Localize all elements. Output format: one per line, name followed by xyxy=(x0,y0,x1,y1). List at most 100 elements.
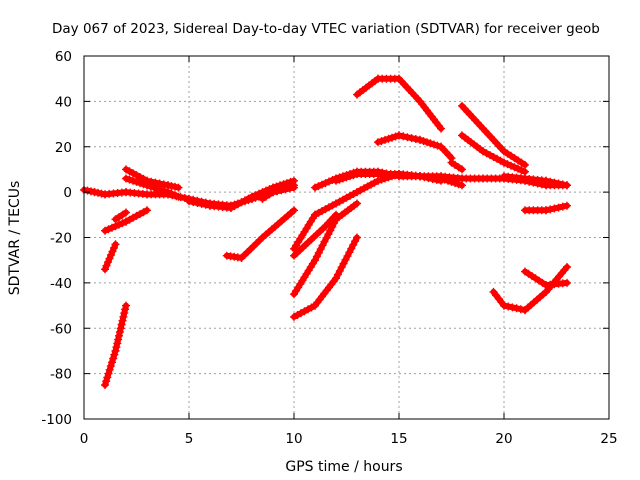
data-point-marker xyxy=(563,201,571,210)
data-point-marker xyxy=(558,180,567,189)
data-point-marker xyxy=(125,175,134,184)
data-point-marker xyxy=(285,184,294,193)
data-point-marker xyxy=(174,192,183,201)
chart-title: Day 067 of 2023, Sidereal Day-to-day VTE… xyxy=(52,21,600,37)
data-point-marker xyxy=(311,256,319,265)
data-point-marker xyxy=(433,141,442,150)
data-point-marker xyxy=(290,206,298,215)
data-point-marker xyxy=(335,175,344,184)
data-point-marker xyxy=(321,179,330,188)
data-point-marker xyxy=(325,177,333,186)
data-point-marker xyxy=(558,202,567,211)
data-point-marker xyxy=(281,185,290,194)
data-point-marker xyxy=(164,181,172,190)
data-point-marker xyxy=(374,138,382,147)
data-point-marker xyxy=(304,305,312,314)
y-tick-label: -100 xyxy=(41,412,72,428)
data-point-marker xyxy=(307,303,316,312)
data-point-marker xyxy=(139,180,148,189)
data-point-marker xyxy=(248,192,256,201)
data-point-marker xyxy=(542,176,550,185)
data-point-marker xyxy=(120,309,129,318)
data-point-marker xyxy=(349,240,358,249)
x-tick-label: 25 xyxy=(600,431,617,447)
data-point-marker xyxy=(314,182,323,191)
data-point-marker xyxy=(290,183,298,192)
data-point-marker xyxy=(110,243,118,252)
data-point-marker xyxy=(160,187,169,195)
data-point-marker xyxy=(255,189,263,198)
series-track-25 xyxy=(489,263,571,315)
data-point-marker xyxy=(83,186,92,195)
data-point-marker xyxy=(363,182,372,191)
data-point-marker xyxy=(486,151,494,160)
data-point-marker xyxy=(112,343,121,352)
data-point-marker xyxy=(345,248,354,257)
data-point-marker xyxy=(132,177,141,186)
data-point-marker xyxy=(311,183,319,192)
data-point-marker xyxy=(174,183,183,192)
data-point-marker xyxy=(87,187,95,196)
series-track-20 xyxy=(458,131,529,176)
data-point-marker xyxy=(388,133,396,142)
data-point-marker xyxy=(102,261,111,270)
data-point-marker xyxy=(114,335,123,344)
series-track-14 xyxy=(290,210,340,260)
series-track-23 xyxy=(521,201,571,215)
data-point-marker xyxy=(554,203,563,212)
data-point-marker xyxy=(136,179,144,188)
data-point-marker xyxy=(241,196,249,205)
data-point-marker xyxy=(458,181,466,190)
data-point-marker xyxy=(122,174,130,183)
data-point-marker xyxy=(105,365,114,374)
data-point-marker xyxy=(129,213,137,222)
data-point-marker xyxy=(290,176,298,185)
series-track-8 xyxy=(101,240,120,274)
data-point-marker xyxy=(335,197,344,206)
data-point-marker xyxy=(171,191,179,200)
data-point-marker xyxy=(115,331,123,340)
data-point-marker xyxy=(227,204,235,212)
y-tick-label: -80 xyxy=(50,367,72,383)
data-point-marker xyxy=(343,252,352,261)
data-point-marker xyxy=(360,184,368,193)
data-point-marker xyxy=(546,205,555,214)
data-point-marker xyxy=(332,210,340,219)
data-point-marker xyxy=(346,191,354,200)
data-point-marker xyxy=(125,215,134,224)
data-point-marker xyxy=(496,156,505,165)
data-point-marker xyxy=(500,301,508,310)
data-point-marker xyxy=(111,346,120,355)
data-point-marker xyxy=(521,167,529,176)
data-point-marker xyxy=(550,178,559,187)
data-point-marker xyxy=(314,248,323,257)
data-point-marker xyxy=(269,188,277,197)
data-point-marker xyxy=(507,161,515,170)
data-point-marker xyxy=(504,302,513,311)
data-point-marker xyxy=(516,305,525,314)
data-point-marker xyxy=(346,172,354,181)
data-point-marker xyxy=(335,266,344,275)
y-tick-label: 20 xyxy=(55,140,72,156)
data-point-marker xyxy=(353,233,361,242)
data-point-marker xyxy=(94,188,102,197)
data-point-marker xyxy=(342,193,351,202)
data-point-marker xyxy=(105,254,114,263)
data-point-marker xyxy=(90,188,99,197)
x-tick-label: 0 xyxy=(80,431,89,447)
data-point-marker xyxy=(107,251,115,259)
data-point-marker xyxy=(423,138,431,147)
data-point-marker xyxy=(167,189,176,198)
data-point-marker xyxy=(153,184,162,193)
data-point-marker xyxy=(377,137,386,146)
series-track-17 xyxy=(353,74,445,133)
data-point-marker xyxy=(122,301,130,310)
data-point-marker xyxy=(508,303,517,312)
y-tick-label: -40 xyxy=(50,276,72,292)
y-tick-label: 40 xyxy=(55,94,72,110)
data-point-marker xyxy=(339,259,348,268)
grid xyxy=(84,56,609,419)
data-point-marker xyxy=(332,176,340,185)
data-point-marker xyxy=(512,304,521,313)
data-point-marker xyxy=(521,160,529,169)
